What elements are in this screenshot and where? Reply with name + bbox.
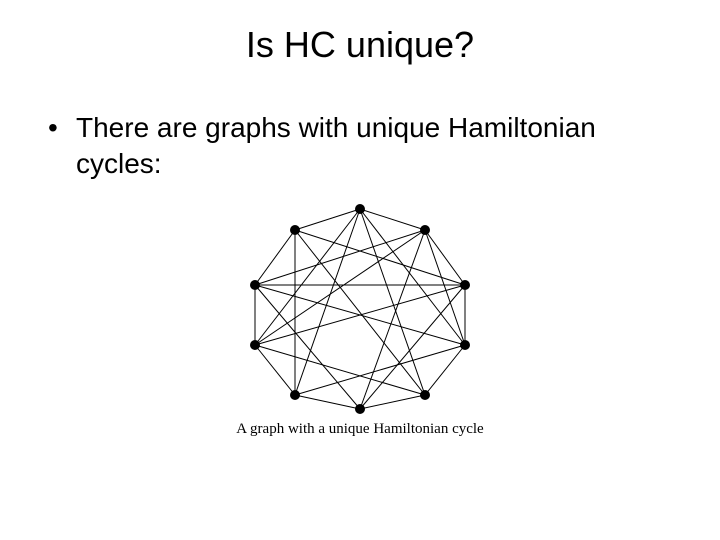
graph-node <box>460 280 470 290</box>
hamiltonian-graph <box>225 195 495 415</box>
graph-edge <box>425 230 465 285</box>
graph-node <box>355 404 365 414</box>
graph-edge <box>360 285 465 409</box>
graph-node <box>355 204 365 214</box>
graph-node <box>290 390 300 400</box>
graph-node <box>250 280 260 290</box>
graph-edge <box>295 230 425 395</box>
graph-node <box>290 225 300 235</box>
graph-edge <box>425 345 465 395</box>
graph-edge <box>255 230 295 285</box>
graph-edge <box>295 230 465 285</box>
graph-node <box>250 340 260 350</box>
graph-edge <box>255 285 360 409</box>
graph-edge <box>360 209 425 230</box>
graph-edge <box>295 209 360 395</box>
graph-node <box>460 340 470 350</box>
graph-edge <box>295 209 360 230</box>
graph-caption: A graph with a unique Hamiltonian cycle <box>0 421 720 438</box>
bullet-text: There are graphs with unique Hamiltonian… <box>76 110 672 183</box>
graph-edge <box>425 230 465 345</box>
graph-node <box>420 390 430 400</box>
graph-edge <box>360 209 465 345</box>
graph-edge <box>255 230 425 285</box>
graph-edge <box>255 209 360 345</box>
page-title: Is HC unique? <box>0 0 720 66</box>
bullet-item: • There are graphs with unique Hamiltoni… <box>0 110 720 183</box>
graph-edge <box>255 345 295 395</box>
graph-node <box>420 225 430 235</box>
graph-figure: A graph with a unique Hamiltonian cycle <box>0 195 720 438</box>
bullet-marker: • <box>48 110 76 146</box>
graph-edge <box>255 345 425 395</box>
